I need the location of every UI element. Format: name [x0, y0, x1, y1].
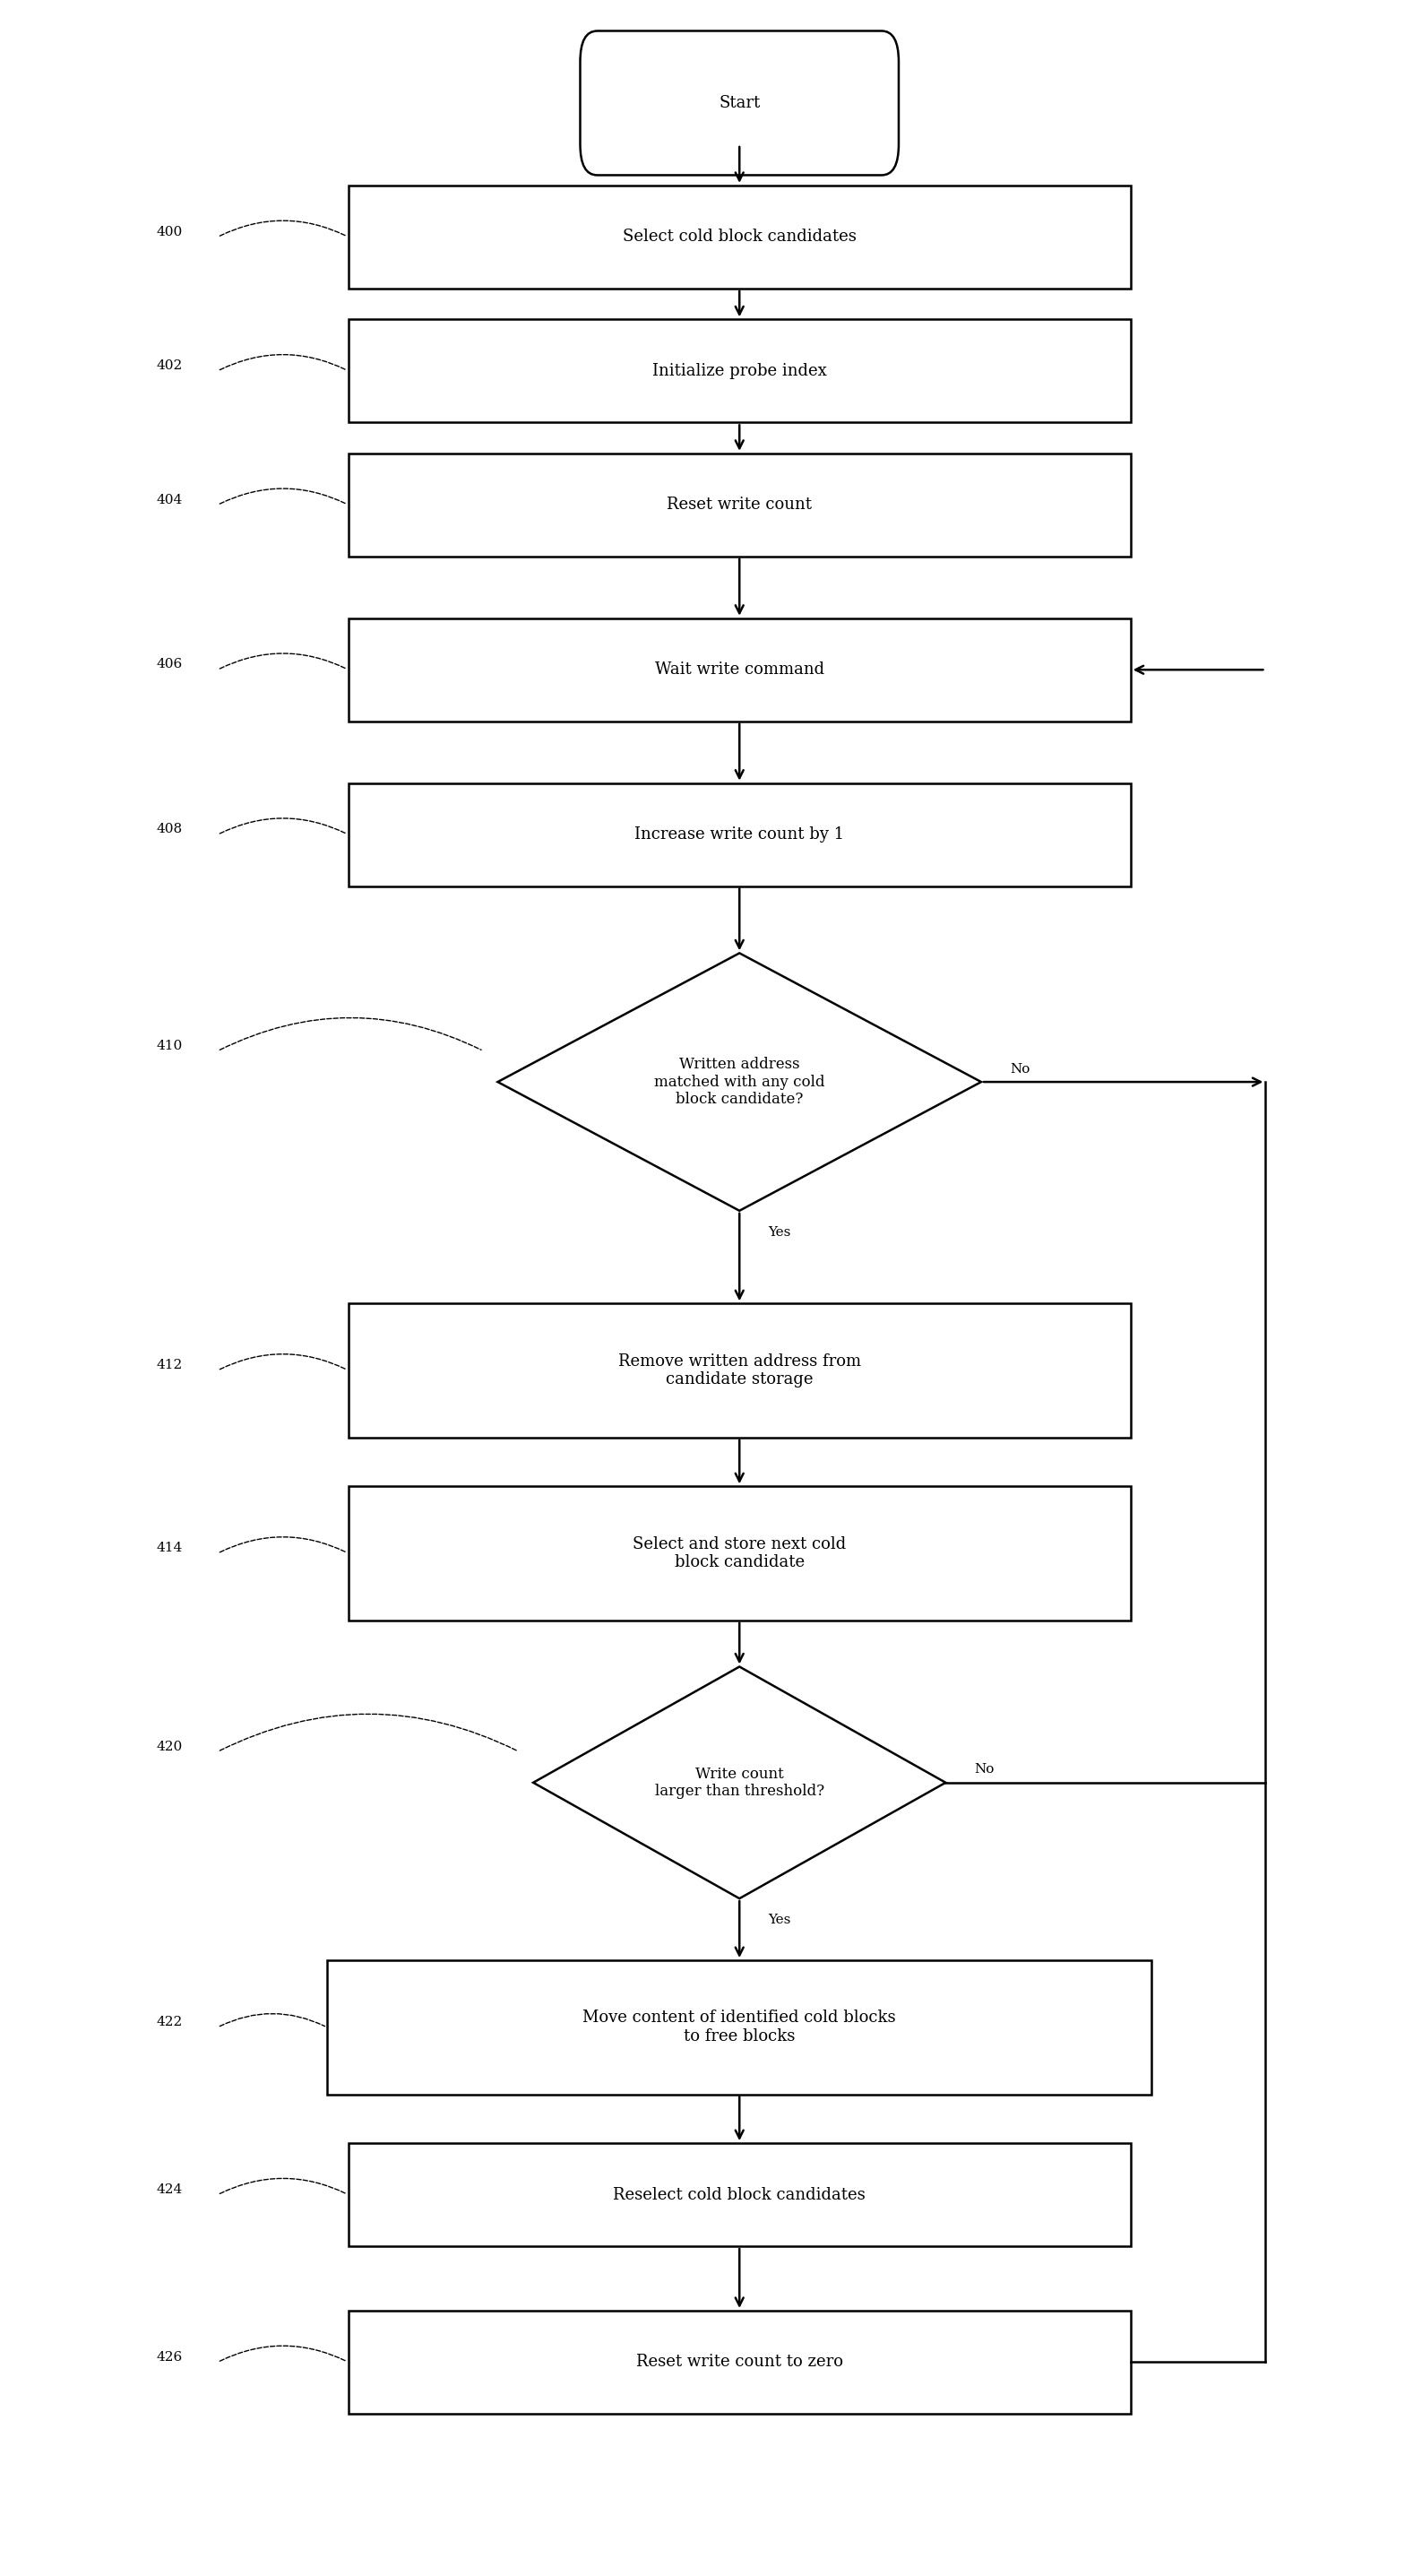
Text: 422: 422 [156, 2017, 182, 2027]
Text: 400: 400 [156, 227, 182, 237]
Text: 402: 402 [156, 361, 182, 371]
Bar [348, 2311, 1130, 2414]
Polygon shape [533, 1667, 946, 1899]
Bar [348, 1303, 1130, 1437]
Bar [348, 1486, 1130, 1620]
Text: Reset write count to zero: Reset write count to zero [636, 2354, 843, 2370]
Text: No: No [1010, 1064, 1030, 1074]
Text: 420: 420 [156, 1741, 182, 1752]
Text: Write count
larger than threshold?: Write count larger than threshold? [654, 1767, 825, 1798]
Bar [348, 618, 1130, 721]
Text: 424: 424 [156, 2184, 182, 2195]
Text: Reset write count: Reset write count [667, 497, 812, 513]
Text: Reselect cold block candidates: Reselect cold block candidates [613, 2187, 866, 2202]
Text: Initialize probe index: Initialize probe index [653, 363, 826, 379]
Bar [348, 185, 1130, 289]
Text: Yes: Yes [768, 1226, 791, 1239]
Text: 426: 426 [156, 2352, 182, 2362]
Bar [348, 453, 1130, 556]
Text: No: No [974, 1765, 994, 1775]
Bar [348, 783, 1130, 886]
Text: Written address
matched with any cold
block candidate?: Written address matched with any cold bl… [654, 1056, 825, 1108]
Text: Move content of identified cold blocks
to free blocks: Move content of identified cold blocks t… [583, 2009, 896, 2045]
FancyBboxPatch shape [580, 31, 899, 175]
Text: 406: 406 [156, 659, 182, 670]
Text: Select and store next cold
block candidate: Select and store next cold block candida… [633, 1535, 846, 1571]
Bar [348, 319, 1130, 422]
Bar [348, 2143, 1130, 2246]
Text: Select cold block candidates: Select cold block candidates [623, 229, 856, 245]
Text: Start: Start [718, 95, 761, 111]
Text: 408: 408 [156, 824, 182, 835]
Text: 412: 412 [156, 1360, 182, 1370]
Text: Remove written address from
candidate storage: Remove written address from candidate st… [619, 1352, 860, 1388]
Bar [327, 1960, 1152, 2094]
Text: 414: 414 [156, 1543, 182, 1553]
Polygon shape [498, 953, 981, 1211]
Text: Wait write command: Wait write command [654, 662, 825, 677]
Text: Increase write count by 1: Increase write count by 1 [634, 827, 845, 842]
Text: 404: 404 [156, 495, 182, 505]
Text: Yes: Yes [768, 1914, 791, 1927]
Text: 410: 410 [156, 1041, 182, 1051]
